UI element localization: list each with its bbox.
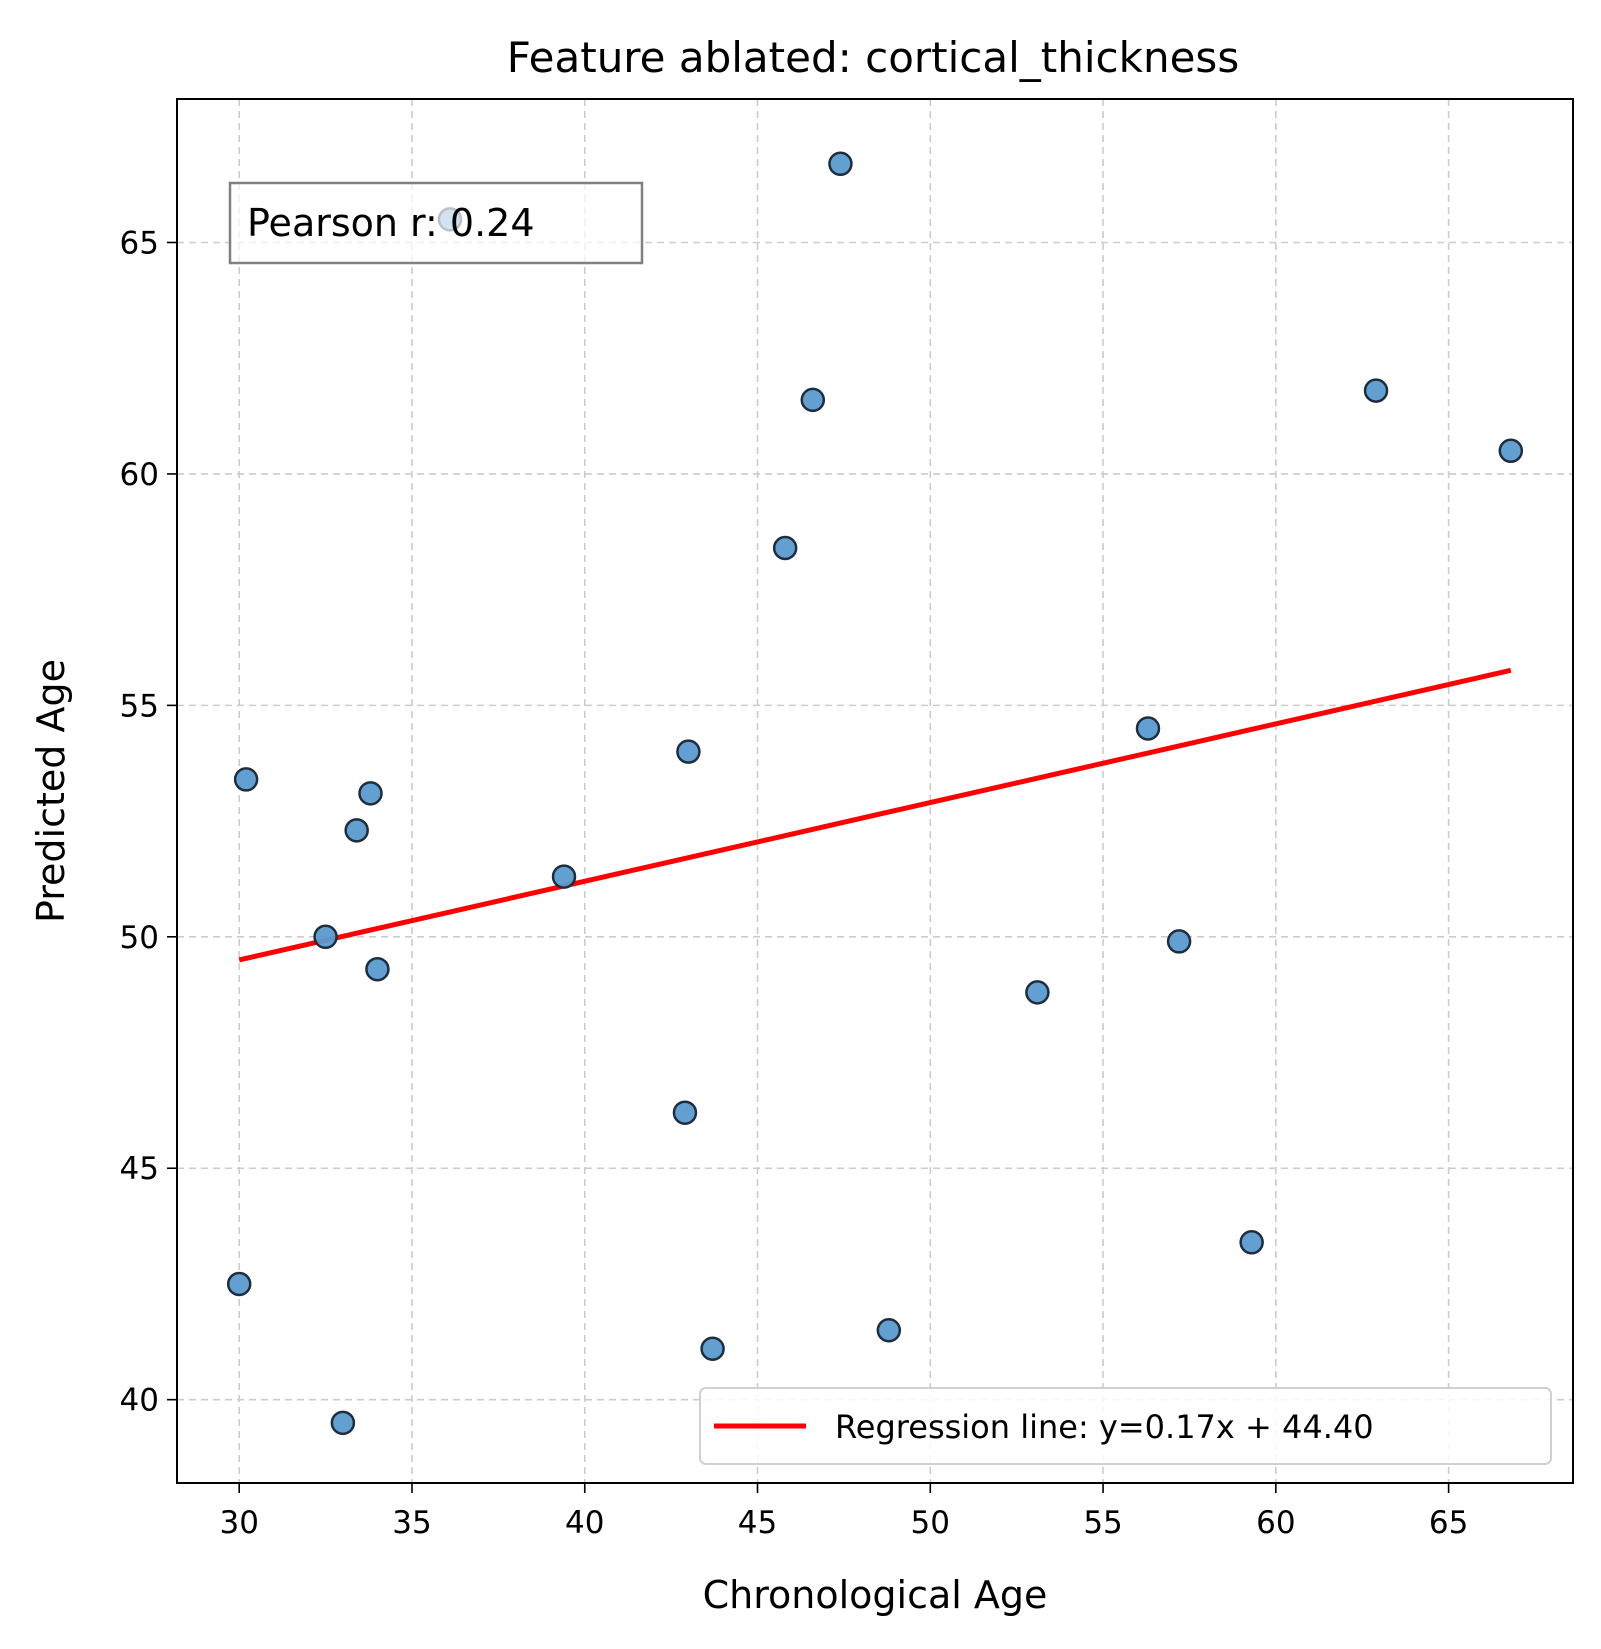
- y-tick-label: 65: [120, 225, 159, 261]
- y-tick-label: 55: [120, 688, 159, 724]
- axis-ticks: 30 35 40 45 50 55 60 65 40 45 50 55 60 65: [120, 225, 1469, 1541]
- data-point: [1239, 1230, 1264, 1255]
- x-tick-label: 60: [1256, 1505, 1295, 1541]
- x-axis-label: Chronological Age: [703, 1573, 1048, 1617]
- x-tick-label: 45: [738, 1505, 777, 1541]
- y-axis-label: Predicted Age: [29, 659, 73, 923]
- data-point: [700, 1336, 725, 1362]
- data-point: [676, 739, 701, 764]
- y-tick-label: 60: [120, 457, 159, 493]
- data-point: [876, 1318, 902, 1343]
- data-point: [551, 864, 577, 889]
- legend-label: Regression line: y=0.17x + 44.40: [835, 1408, 1374, 1446]
- data-point: [1498, 438, 1524, 464]
- data-point: [772, 535, 798, 561]
- data-point: [226, 1271, 252, 1297]
- data-point: [233, 767, 259, 792]
- regression-layer: [238, 667, 1512, 963]
- x-tick-label: 50: [911, 1505, 950, 1541]
- x-tick-label: 55: [1083, 1505, 1122, 1541]
- data-point: [358, 781, 383, 806]
- data-point: [313, 924, 338, 950]
- y-tick-label: 40: [120, 1383, 159, 1419]
- y-tick-label: 50: [120, 920, 159, 956]
- annotation-box: [228, 181, 644, 265]
- x-tick-label: 35: [392, 1505, 431, 1541]
- regression-line: [238, 667, 1512, 963]
- data-point: [828, 151, 853, 177]
- data-point: [365, 956, 390, 982]
- data-points: [226, 151, 1524, 1436]
- data-point: [330, 1410, 356, 1436]
- data-point: [1166, 929, 1192, 954]
- data-point: [800, 387, 826, 413]
- data-point: [1025, 980, 1050, 1005]
- x-tick-label: 40: [565, 1505, 604, 1541]
- pearson-r-text: Pearson r: 0.24: [247, 201, 535, 245]
- pearson-annotation: Pearson r: 0.24: [228, 181, 644, 265]
- legend-box: [699, 1387, 1552, 1465]
- y-tick-label: 45: [120, 1151, 159, 1187]
- legend: Regression line: y=0.17x + 44.40: [699, 1387, 1552, 1465]
- data-point: [672, 1100, 698, 1125]
- chart-title: Feature ablated: cortical_thickness: [507, 33, 1239, 82]
- data-point: [344, 818, 369, 843]
- grid: [177, 99, 1573, 1483]
- x-tick-label: 30: [219, 1505, 258, 1541]
- x-tick-label: 65: [1429, 1505, 1468, 1541]
- plot-frame: [176, 98, 1574, 1484]
- data-point: [1363, 378, 1389, 403]
- data-point: [1135, 716, 1161, 741]
